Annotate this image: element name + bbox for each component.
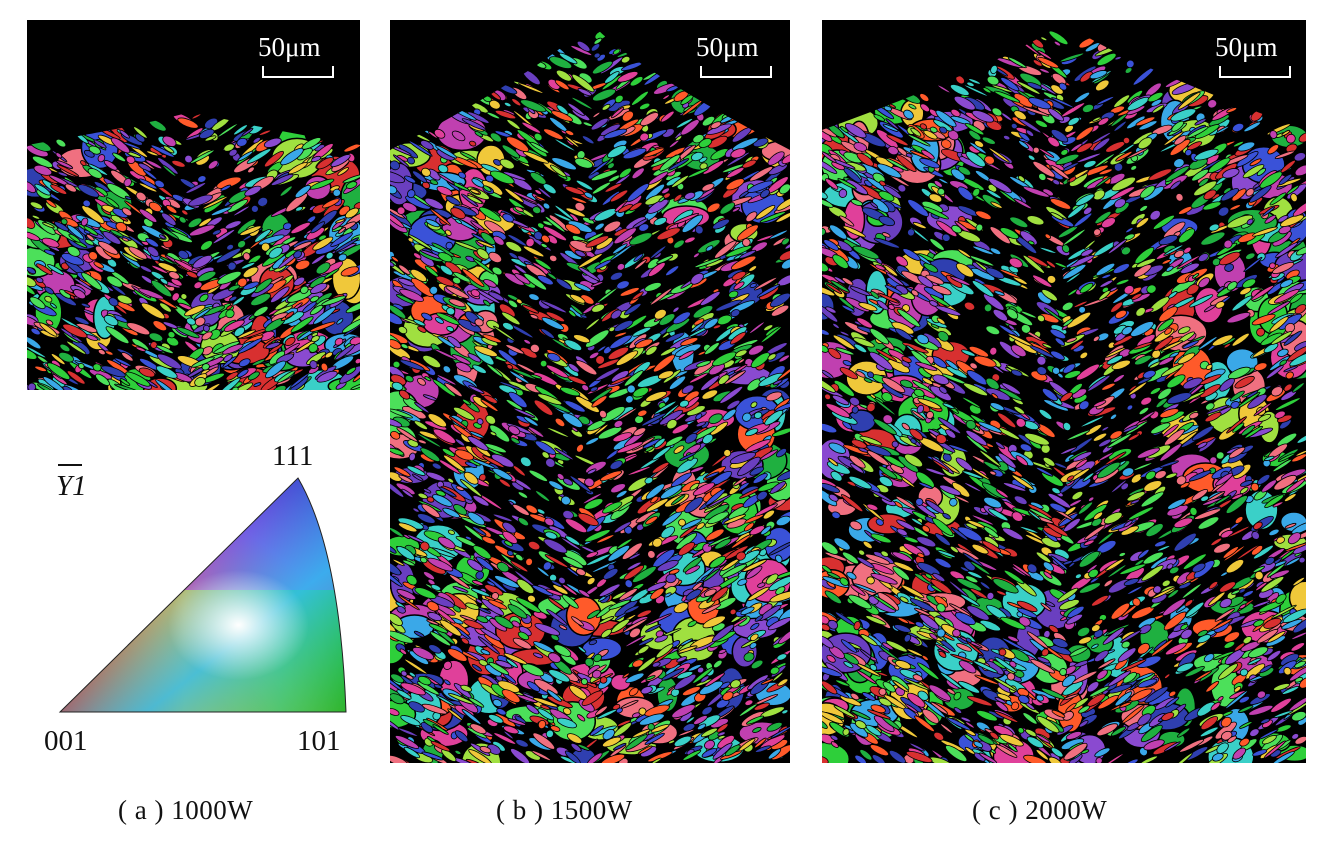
ebsd-grain-map-c [822,20,1306,763]
ipf-corner-101: 101 [297,725,341,757]
ebsd-map-a: 50μm [27,20,360,390]
ipf-corner-111: 111 [272,440,314,472]
ebsd-grain-map-b [390,20,790,763]
ebsd-map-c: 50μm [822,20,1306,763]
scale-label-c: 50μm [1215,32,1278,62]
ebsd-map-b: 50μm [390,20,790,763]
caption-c: ( c ) 2000W [972,795,1108,825]
scale-bar-a: 50μm [258,34,334,78]
ebsd-grain-map-a [27,20,360,390]
ipf-triangle [58,477,347,713]
scale-bar-c: 50μm [1215,34,1291,78]
ipf-overbar [58,464,82,466]
scale-bar-line-b [700,66,772,78]
scale-label-a: 50μm [258,32,321,62]
ipf-corner-001: 001 [44,725,88,757]
scale-bar-line-c [1219,66,1291,78]
caption-a: ( a ) 1000W [118,795,254,825]
scale-label-b: 50μm [696,32,759,62]
caption-b: ( b ) 1500W [496,795,633,825]
scale-bar-line-a [262,66,334,78]
scale-bar-b: 50μm [696,34,772,78]
ipf-axis-label: Y1 [56,464,87,503]
